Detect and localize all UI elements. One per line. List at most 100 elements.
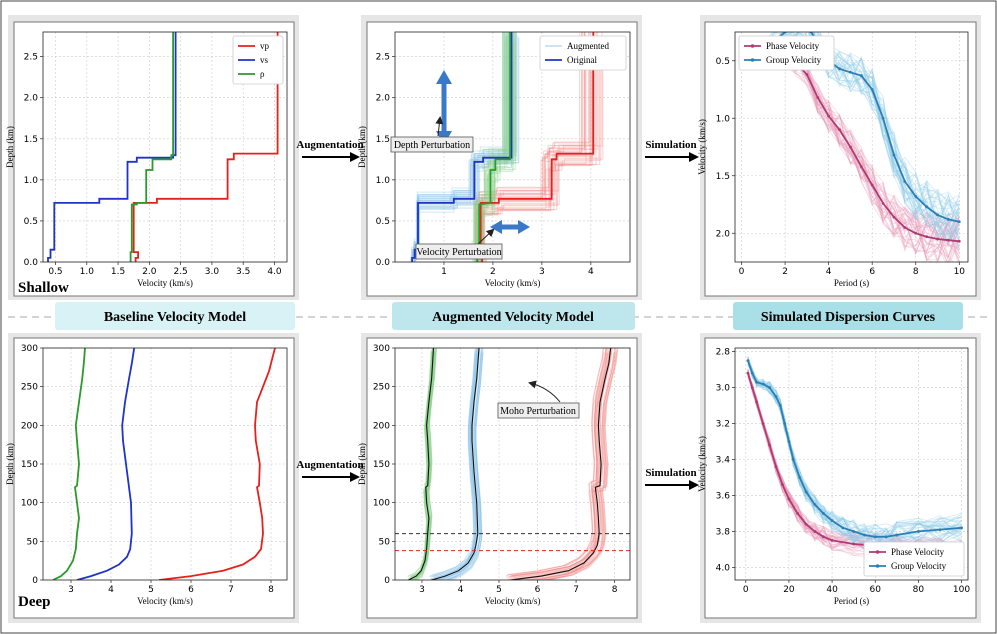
series-vs	[431, 348, 480, 580]
series-point	[746, 371, 750, 375]
augmented-curve	[747, 356, 962, 547]
augmented-curve	[531, 351, 609, 580]
y-axis-label: Depth (km)	[357, 443, 367, 485]
x-tick-label: 3	[68, 585, 74, 595]
y-tick-label: 200	[373, 421, 390, 431]
series-point	[947, 238, 950, 242]
banner-simulated	[733, 302, 963, 330]
augmented-curve	[442, 351, 482, 580]
x-tick-label: 2.0	[142, 267, 157, 277]
augmented-curve	[480, 44, 514, 262]
series-point	[783, 422, 787, 425]
banner-baseline	[55, 302, 295, 330]
panel-deep-aug	[366, 337, 638, 619]
augmented-curve	[412, 34, 518, 262]
chart-deep-dispersion: 0 20 40 60 80 100 2.8 3.0 3.2 3.4 3.6 3.8 4.0 Period …	[697, 348, 970, 606]
y-tick-label: 0.0	[376, 258, 391, 268]
augmented-curve	[511, 348, 613, 577]
x-axis-label: Velocity (km/s)	[137, 596, 193, 606]
legend-label: Original	[567, 55, 597, 65]
legend-label: Augmented	[567, 41, 609, 51]
augmented-curve	[409, 350, 432, 580]
augmented-curve	[472, 41, 506, 262]
series-point	[849, 145, 852, 149]
y-tick-label: 250	[373, 383, 390, 393]
velocity-perturbation-box	[415, 243, 503, 260]
x-tick-label: 4	[458, 585, 464, 595]
label-deep: Deep	[18, 594, 51, 610]
series-point	[873, 535, 877, 539]
augmented-curve	[473, 32, 507, 254]
augmented-curve	[479, 44, 593, 262]
y-tick-label: 3.4	[716, 456, 731, 466]
banner-augmented	[392, 302, 635, 330]
y-tick-label: 2.0	[376, 94, 391, 104]
x-tick-label: 3	[419, 585, 425, 595]
x-tick-label: 0	[743, 585, 749, 595]
y-tick-label: 2.5	[24, 53, 38, 63]
series-point	[838, 67, 841, 71]
series-point	[938, 528, 942, 532]
chart-deep-augmented: 3 4 5 6 7 8 0 50 100 150 200 250 300 Velocity (km/s) D…	[357, 344, 631, 606]
augmented-curve	[747, 358, 962, 543]
augmented-curve	[507, 348, 607, 579]
x-tick-label: 10	[954, 267, 966, 277]
augmentation-label-top: Augmentation	[296, 139, 363, 151]
series-point	[774, 465, 778, 469]
augmented-curve	[411, 32, 513, 254]
simulation-label-bottom: Simulation	[645, 467, 696, 479]
series-vs	[411, 32, 513, 262]
legend-box	[232, 35, 284, 85]
augmented-curve	[414, 38, 515, 262]
legend-marker	[875, 564, 880, 568]
moho-perturbation-box	[497, 402, 580, 419]
series-point	[903, 180, 907, 183]
y-tick-label: 1.5	[24, 135, 38, 145]
augmented-curve	[410, 348, 438, 579]
velocity-pointer	[477, 228, 495, 245]
augmented-curve	[429, 348, 478, 580]
augmented-curve	[481, 43, 597, 262]
series-point	[778, 404, 782, 407]
moho-pointer	[528, 380, 561, 403]
y-axis-label: Depth (km)	[357, 126, 367, 168]
axes-frame	[734, 347, 969, 581]
augmented-curve	[433, 348, 483, 580]
augmented-curve	[542, 352, 615, 580]
x-tick-label: 20	[783, 585, 795, 595]
augmented-curve	[509, 348, 609, 578]
augmented-curve	[747, 359, 962, 542]
series-point	[787, 497, 791, 501]
banner-simulated-text: Simulated Dispersion Curves	[761, 310, 936, 325]
series-ρ	[408, 348, 435, 580]
annotations: Depth Perturbation Velocity Perturbation…	[390, 70, 580, 419]
augmented-curve	[747, 363, 962, 541]
augmented-curve	[505, 348, 604, 578]
augmented-curve	[747, 356, 962, 533]
x-axis-label: Velocity (km/s)	[485, 278, 541, 288]
series-point	[859, 74, 863, 78]
series-point	[755, 380, 758, 384]
augmented-curve	[477, 40, 513, 262]
y-tick-label: 3.8	[716, 527, 731, 537]
y-tick-label: 0.5	[716, 57, 730, 67]
augmented-curve	[430, 348, 478, 578]
series-point	[768, 386, 771, 389]
augmented-curve	[520, 349, 618, 580]
series-point	[798, 476, 802, 479]
y-tick-label: 3.2	[716, 420, 730, 430]
y-tick-label: 50	[27, 537, 39, 547]
augmented-curve	[410, 348, 437, 578]
augmented-curve	[444, 352, 479, 580]
augmented-curve	[411, 32, 511, 254]
legend-label: vs	[260, 55, 269, 65]
x-tick-label: 3	[539, 267, 545, 277]
augmented-curve	[507, 348, 607, 580]
x-tick-label: 0	[739, 267, 745, 277]
augmented-curve	[747, 371, 962, 570]
x-axis-label: Period (s)	[834, 596, 869, 606]
series-point	[884, 535, 888, 539]
augmented-curve	[437, 350, 481, 580]
x-tick-label: 6	[535, 585, 541, 595]
augmented-curve	[417, 352, 436, 580]
